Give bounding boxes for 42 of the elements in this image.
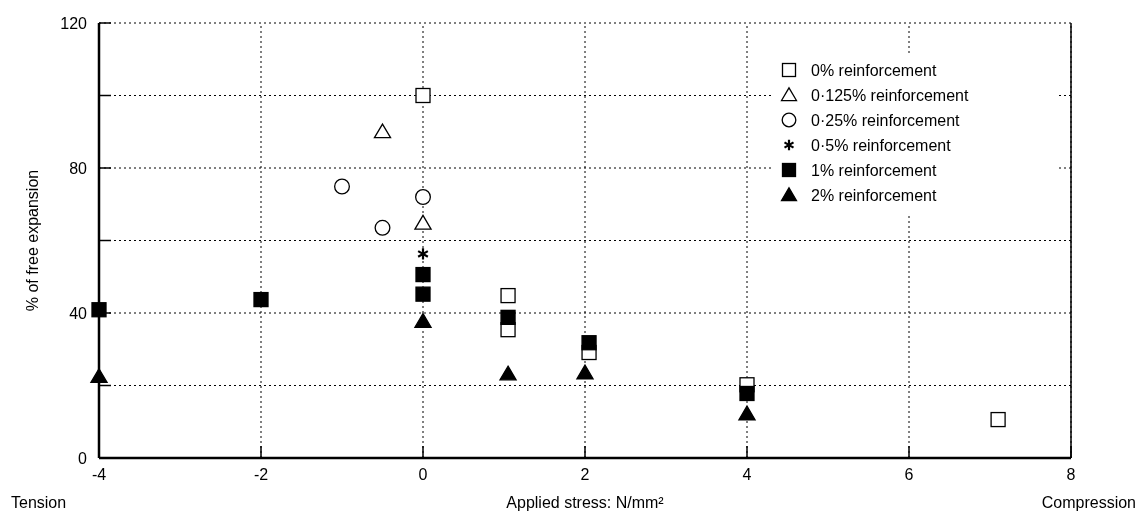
legend-label: 0·125% reinforcement	[811, 87, 969, 104]
legend-label: 0% reinforcement	[811, 62, 937, 79]
y-tick-label: 0	[78, 450, 88, 467]
point	[253, 291, 269, 308]
point	[738, 405, 756, 421]
text: Tension	[11, 494, 67, 511]
legend-label: 0·25% reinforcement	[811, 112, 961, 129]
legend-label: 2% reinforcement	[811, 187, 937, 204]
text: Compression	[1041, 494, 1136, 511]
point	[415, 266, 431, 283]
point	[373, 123, 392, 139]
x-tick-label: 8	[1066, 466, 1076, 483]
y-tick-label: 80	[69, 160, 88, 177]
x-axis-title: Applied stress: N/mm²	[506, 494, 665, 511]
point	[739, 385, 755, 402]
x-tick-label: -4	[91, 466, 107, 483]
point	[415, 286, 431, 302]
point	[415, 189, 431, 205]
point	[91, 302, 107, 318]
point	[414, 214, 432, 230]
y-tick-label: 40	[69, 305, 88, 322]
y-tick-label: 120	[60, 15, 88, 32]
x-tick-label: 0	[418, 466, 428, 483]
point	[499, 365, 517, 381]
point	[334, 178, 350, 195]
point	[90, 368, 108, 384]
point	[414, 312, 432, 328]
x-tick-label: -2	[253, 466, 269, 483]
point	[581, 335, 597, 351]
point	[500, 309, 516, 325]
x-tick-label: 6	[904, 466, 914, 483]
point	[990, 411, 1006, 428]
point	[500, 287, 516, 304]
y-axis-title: % of free expansion	[24, 169, 41, 312]
x-tick-label: 4	[742, 466, 752, 483]
legend-label: 0·5% reinforcement	[811, 137, 952, 154]
point	[576, 364, 594, 380]
point	[417, 247, 429, 261]
point	[415, 87, 431, 104]
x-tick-label: 2	[580, 466, 590, 483]
legend-label: 1% reinforcement	[811, 162, 937, 179]
point	[374, 219, 391, 236]
